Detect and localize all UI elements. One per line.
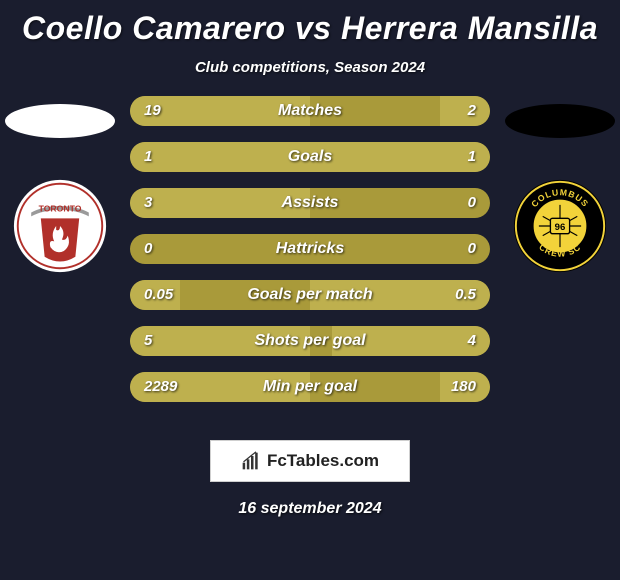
stat-value-right: 0 [468, 234, 476, 264]
stat-value-right: 1 [468, 142, 476, 172]
svg-text:96: 96 [555, 222, 566, 233]
toronto-badge-icon: TORONTO [12, 178, 108, 274]
comparison-panel: TORONTO COLUMBUS CREW SC [0, 104, 620, 424]
right-color-disc [505, 104, 615, 138]
right-team-badge: COLUMBUS CREW SC 96 [512, 178, 608, 274]
stat-value-right: 2 [468, 96, 476, 126]
player-right-column: COLUMBUS CREW SC 96 [500, 104, 620, 274]
stat-row: 0Hattricks0 [130, 234, 490, 264]
left-team-badge: TORONTO [12, 178, 108, 274]
stat-label: Goals [130, 142, 490, 172]
stat-row: 3Assists0 [130, 188, 490, 218]
stat-row: 0.05Goals per match0.5 [130, 280, 490, 310]
stat-row: 2289Min per goal180 [130, 372, 490, 402]
stats-list: 19Matches21Goals13Assists00Hattricks00.0… [130, 96, 490, 418]
stat-label: Matches [130, 96, 490, 126]
stat-label: Min per goal [130, 372, 490, 402]
stat-value-right: 0 [468, 188, 476, 218]
page-title: Coello Camarero vs Herrera Mansilla [0, 0, 620, 47]
brand-text: FcTables.com [267, 451, 379, 471]
page-subtitle: Club competitions, Season 2024 [0, 59, 620, 76]
stat-row: 5Shots per goal4 [130, 326, 490, 356]
stat-label: Shots per goal [130, 326, 490, 356]
stat-label: Assists [130, 188, 490, 218]
stat-label: Goals per match [130, 280, 490, 310]
stat-value-right: 4 [468, 326, 476, 356]
badge-text: TORONTO [39, 204, 82, 214]
chart-icon [241, 451, 261, 471]
stat-label: Hattricks [130, 234, 490, 264]
left-color-disc [5, 104, 115, 138]
stat-row: 1Goals1 [130, 142, 490, 172]
stat-value-right: 0.5 [455, 280, 476, 310]
stat-value-right: 180 [451, 372, 476, 402]
brand-box[interactable]: FcTables.com [210, 440, 410, 482]
stat-row: 19Matches2 [130, 96, 490, 126]
columbus-badge-icon: COLUMBUS CREW SC 96 [512, 178, 608, 274]
date-text: 16 september 2024 [0, 500, 620, 518]
player-left-column: TORONTO [0, 104, 120, 274]
